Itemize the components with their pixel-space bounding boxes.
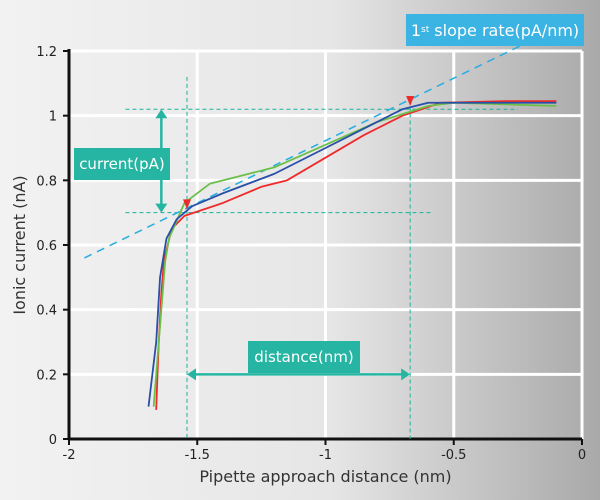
series-line-blue bbox=[147, 101, 557, 407]
y-tick-label: 0 bbox=[49, 433, 57, 448]
distance-arrow-head-right bbox=[401, 368, 411, 381]
x-tick-label: -0.5 bbox=[441, 448, 466, 463]
y-tick-label: 0.6 bbox=[36, 239, 57, 254]
current-arrow-head-up bbox=[155, 109, 168, 119]
x-tick-label: 0 bbox=[578, 448, 586, 463]
x-tick-label: -1 bbox=[319, 448, 332, 463]
current-label: current(pA) bbox=[74, 148, 170, 180]
marker-triangle bbox=[182, 199, 191, 210]
slope-line bbox=[84, 43, 524, 259]
distance-arrow-head-left bbox=[186, 368, 196, 381]
distance-label: distance(nm) bbox=[248, 341, 360, 373]
x-axis-label: Pipette approach distance (nm) bbox=[199, 467, 451, 486]
x-tick-label: -1.5 bbox=[185, 448, 210, 463]
x-tick-label: -2 bbox=[63, 448, 76, 463]
y-axis-label: Ionic current (nA) bbox=[10, 175, 29, 314]
slope-label-rest: slope rate(pA/nm) bbox=[429, 20, 580, 40]
slope-label-sup: st bbox=[421, 25, 430, 35]
y-tick-label: 0.4 bbox=[36, 304, 57, 319]
y-tick-label: 1 bbox=[49, 110, 57, 125]
y-tick-label: 0.8 bbox=[36, 174, 57, 189]
marker-triangle bbox=[406, 95, 415, 106]
slope-label-main: 1 bbox=[410, 20, 421, 40]
y-tick-label: 0.2 bbox=[36, 368, 57, 383]
series-line-green bbox=[152, 101, 557, 407]
y-tick-label: 1.2 bbox=[36, 45, 57, 60]
current-arrow-head-down bbox=[155, 203, 168, 213]
